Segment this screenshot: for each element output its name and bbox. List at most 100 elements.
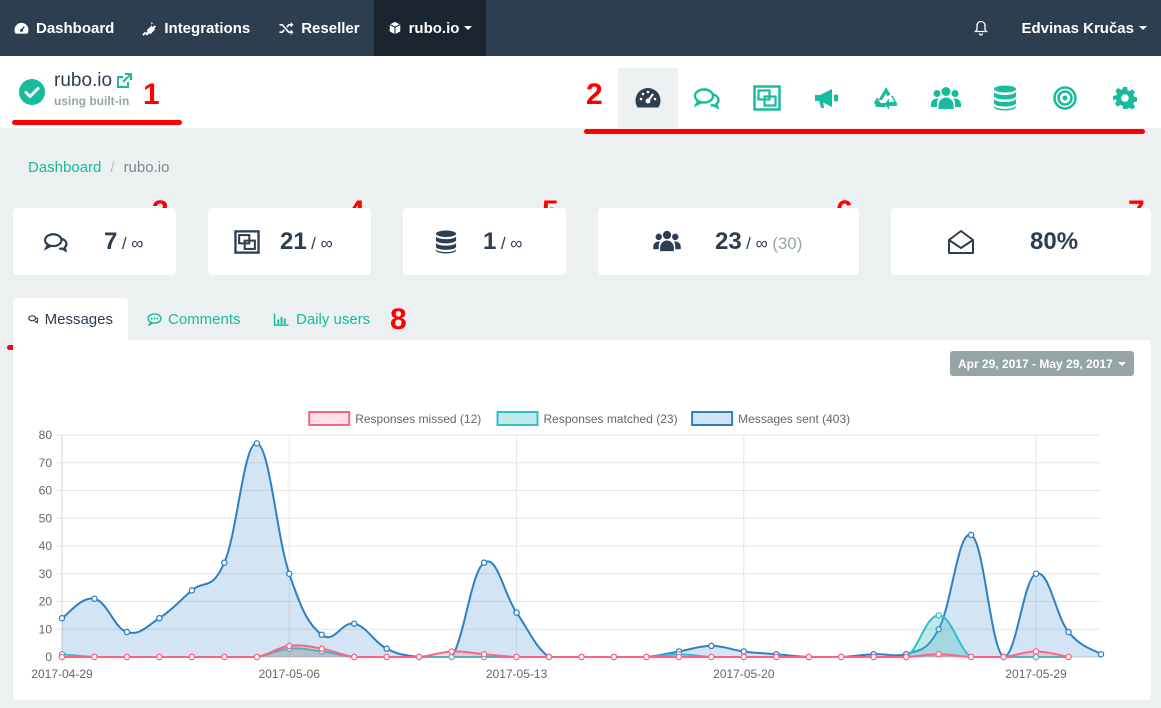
x-tick-label: 2017-05-06 bbox=[259, 667, 321, 681]
chart-panel bbox=[13, 340, 1151, 700]
data-point bbox=[578, 653, 585, 661]
data-point bbox=[253, 440, 261, 447]
data-point bbox=[935, 650, 942, 658]
data-point bbox=[740, 653, 748, 661]
bar-chart-icon bbox=[273, 313, 289, 326]
toolbar-database[interactable] bbox=[976, 68, 1036, 128]
stat-users-total: (30) bbox=[772, 234, 803, 253]
chart-series bbox=[58, 440, 1105, 661]
stat-card-objects: 21 / ∞ bbox=[208, 208, 371, 275]
data-point bbox=[513, 653, 520, 661]
objects-icon bbox=[234, 230, 260, 254]
tab-comments[interactable]: Comments bbox=[147, 298, 241, 340]
data-point bbox=[643, 653, 650, 661]
annotation-1: 1 bbox=[143, 78, 160, 111]
legend-swatch[interactable] bbox=[308, 411, 351, 426]
messages-chart: Responses missed (12) Responses matched (… bbox=[31, 411, 1105, 681]
stat-storage-limit: / ∞ bbox=[500, 234, 523, 253]
tab-daily-users-label: Daily users bbox=[296, 310, 371, 328]
data-point bbox=[448, 648, 455, 655]
date-range-picker[interactable]: Apr 29, 2017 - May 29, 2017 bbox=[950, 351, 1134, 376]
external-link-icon[interactable] bbox=[115, 72, 133, 90]
user-menu[interactable]: Edvinas Kručas bbox=[1009, 0, 1161, 56]
data-point bbox=[123, 628, 131, 636]
legend-swatch[interactable] bbox=[691, 411, 734, 426]
chart-grid bbox=[56, 434, 1101, 663]
toolbar-messages[interactable] bbox=[678, 68, 738, 128]
data-point bbox=[188, 653, 196, 661]
breadcrumb-separator: / bbox=[110, 159, 115, 176]
legend-swatch[interactable] bbox=[496, 411, 539, 426]
x-tick-label: 2017-05-20 bbox=[713, 667, 775, 681]
nav-integrations-label: Integrations bbox=[164, 19, 251, 37]
data-point bbox=[1065, 628, 1072, 636]
stat-card-storage: 1 / ∞ bbox=[403, 208, 566, 275]
cube-icon bbox=[389, 21, 401, 35]
data-point bbox=[123, 653, 131, 661]
toolbar-broadcast[interactable] bbox=[797, 68, 857, 128]
database-icon bbox=[435, 230, 457, 254]
toolbar-dashboard[interactable] bbox=[618, 68, 678, 128]
nav-reseller[interactable]: Reseller bbox=[264, 0, 373, 56]
y-tick-label: 60 bbox=[39, 484, 53, 498]
x-tick-label: 2017-04-29 bbox=[31, 667, 93, 681]
data-point bbox=[1065, 653, 1072, 661]
project-title-row: rubo.io bbox=[54, 70, 133, 92]
toolbar-recycle[interactable] bbox=[856, 68, 916, 128]
users-icon bbox=[930, 87, 961, 109]
stat-open-rate-value: 80% bbox=[1030, 228, 1079, 255]
stat-objects-text: 21 / ∞ bbox=[280, 228, 333, 256]
data-point bbox=[350, 620, 358, 627]
toolbar-objects[interactable] bbox=[737, 68, 797, 128]
tab-messages[interactable]: Messages bbox=[13, 298, 128, 340]
data-point bbox=[708, 642, 715, 650]
messages-icon bbox=[693, 88, 721, 109]
data-point bbox=[480, 650, 488, 658]
nav-integrations[interactable]: Integrations bbox=[128, 0, 264, 56]
stat-users-limit: / ∞ bbox=[746, 234, 768, 253]
tab-daily-users[interactable]: Daily users bbox=[273, 298, 370, 340]
data-point bbox=[902, 653, 910, 661]
stat-messages-text: 7 / ∞ bbox=[104, 228, 143, 256]
data-point bbox=[967, 531, 975, 539]
x-tick-label: 2017-05-29 bbox=[1005, 667, 1067, 681]
toolbar-target[interactable] bbox=[1035, 68, 1095, 128]
toolbar-settings[interactable] bbox=[1095, 68, 1155, 128]
y-tick-label: 20 bbox=[39, 595, 53, 609]
messages-icon bbox=[28, 315, 39, 324]
legend-label[interactable]: Messages sent (403) bbox=[738, 412, 850, 426]
recycle-icon bbox=[874, 87, 898, 110]
top-navbar: Dashboard Integrations Reseller rubo.io … bbox=[0, 0, 1161, 56]
data-point bbox=[415, 653, 423, 661]
data-point bbox=[545, 653, 553, 661]
stat-messages-limit: / ∞ bbox=[121, 234, 144, 253]
nav-dashboard[interactable]: Dashboard bbox=[0, 0, 128, 56]
nav-project-label: rubo.io bbox=[408, 19, 460, 37]
legend-label[interactable]: Responses matched (23) bbox=[544, 412, 678, 426]
shuffle-icon bbox=[279, 21, 294, 35]
project-text: rubo.io using built-in bbox=[54, 70, 133, 108]
nav-project-dropdown[interactable]: rubo.io bbox=[373, 0, 487, 56]
data-point bbox=[805, 653, 813, 661]
data-point bbox=[610, 653, 618, 661]
x-tick-label: 2017-05-13 bbox=[486, 667, 548, 681]
users-icon bbox=[653, 230, 681, 252]
data-point bbox=[383, 645, 390, 652]
notifications-button[interactable] bbox=[960, 0, 1009, 56]
toolbar-users[interactable] bbox=[916, 68, 976, 128]
stat-card-open-rate: 80% bbox=[891, 208, 1151, 275]
bell-icon bbox=[974, 20, 989, 36]
tab-comments-label: Comments bbox=[168, 310, 241, 328]
annotation-2: 2 bbox=[586, 78, 603, 111]
plug-icon bbox=[142, 21, 157, 36]
project-info: rubo.io using built-in bbox=[18, 70, 133, 108]
data-point bbox=[286, 642, 293, 650]
data-point bbox=[156, 653, 163, 661]
dashboard-icon bbox=[14, 22, 29, 34]
breadcrumb-dashboard[interactable]: Dashboard bbox=[28, 159, 102, 176]
legend-label[interactable]: Responses missed (12) bbox=[355, 412, 481, 426]
project-toolbar bbox=[618, 68, 1154, 128]
project-name: rubo.io bbox=[54, 70, 113, 91]
megaphone-icon bbox=[814, 89, 838, 108]
stat-storage-text: 1 / ∞ bbox=[483, 228, 522, 256]
